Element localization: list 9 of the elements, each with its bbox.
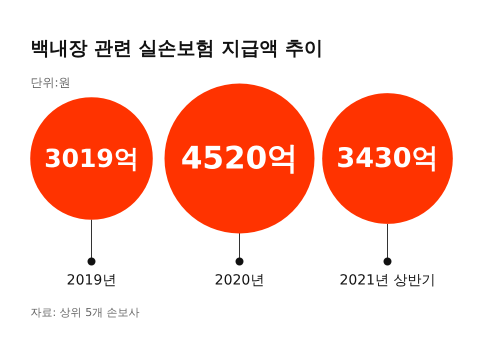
text: 자료: 상위 5개 손보사	[30, 306, 140, 319]
text: 단위:원	[30, 76, 71, 90]
text: 백내장 관련 실손보험 지급액 추이	[30, 38, 323, 60]
category-label: 2021년 상반기	[339, 272, 436, 288]
data-label: 4520억	[180, 140, 298, 176]
category-label: 2020년	[214, 272, 264, 288]
data-label: 3430억	[336, 143, 439, 174]
category-label: 2019년	[66, 272, 116, 288]
data-label: 3019억	[44, 144, 139, 173]
